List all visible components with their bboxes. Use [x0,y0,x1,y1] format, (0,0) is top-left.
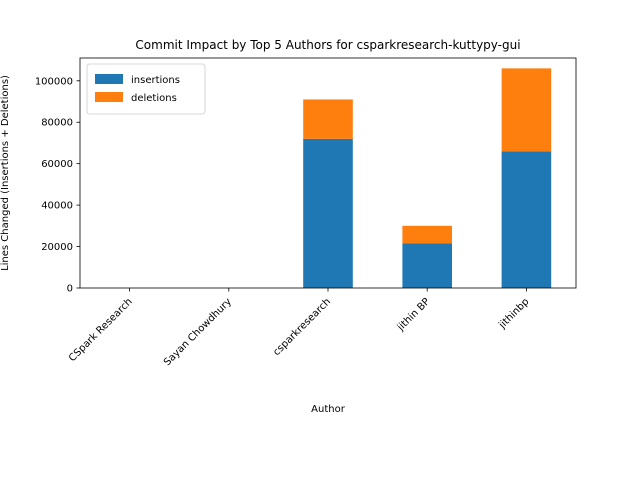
bar-deletions-3 [402,225,452,244]
y-tick-label-1: 20000 [41,242,73,253]
y-tick-label-5: 100000 [35,76,73,87]
bar-insertions-2 [303,138,353,288]
y-tick-label-4: 80000 [41,118,73,129]
legend-swatch-deletions [95,92,123,102]
y-tick-label-2: 40000 [41,201,73,212]
legend-label-deletions: deletions [131,93,177,104]
legend-box [86,63,206,115]
x-axis-title: Author [311,404,346,415]
plot-frame [79,57,577,289]
legend-swatch-insertions [95,74,123,84]
legend: insertions deletions [86,63,206,115]
legend-label-insertions: insertions [131,75,180,86]
bar-insertions-3 [402,243,452,288]
y-tick-label-0: 0 [67,284,73,295]
y-axis-title: Lines Changed (Insertions + Deletions) [0,75,11,271]
bar-deletions-4 [501,68,552,152]
y-axis: 0 20000 40000 60000 80000 100000 [35,76,80,295]
chart-title: Commit Impact by Top 5 Authors for cspar… [135,38,520,52]
bar-insertions-4 [501,151,552,288]
bars-group [303,68,552,288]
y-tick-label-3: 60000 [41,159,73,170]
bar-deletions-2 [303,99,353,139]
